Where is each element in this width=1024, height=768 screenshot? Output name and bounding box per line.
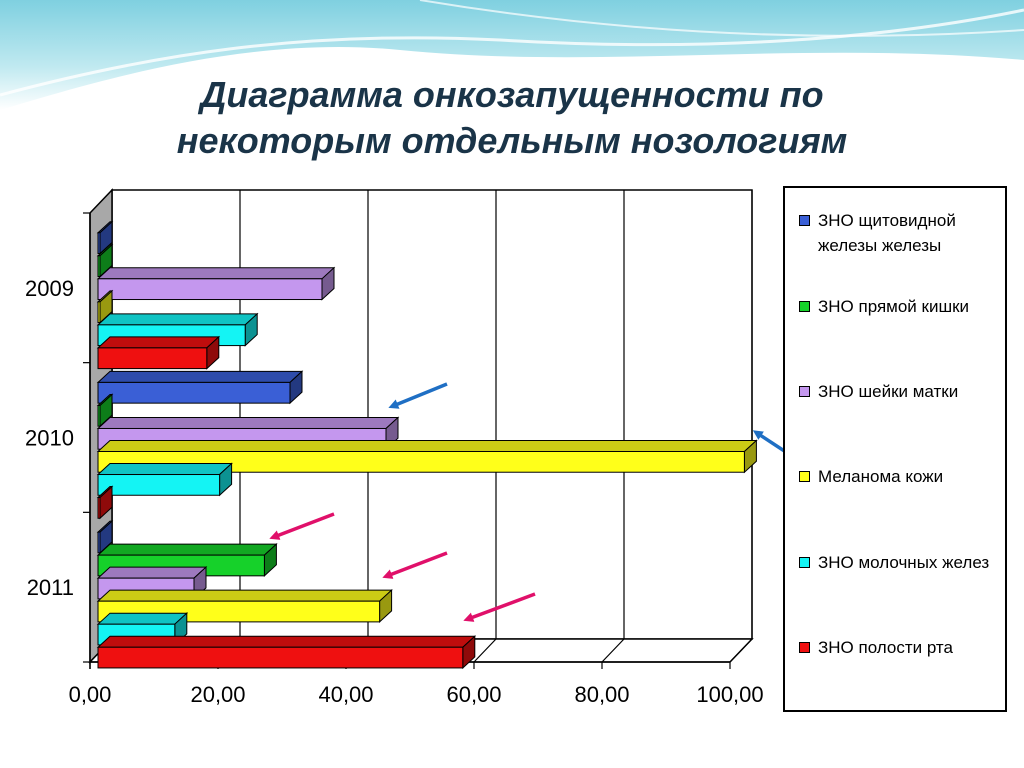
bar bbox=[97, 646, 464, 669]
legend-label: ЗНО щитовидной железы железы bbox=[818, 211, 956, 255]
legend-item: ЗНО молочных желез bbox=[797, 550, 997, 575]
legend-item: ЗНО шейки матки bbox=[797, 379, 997, 404]
bar-top-face bbox=[96, 612, 189, 625]
legend-label: Меланома кожи bbox=[818, 467, 944, 486]
floor-gridline bbox=[729, 638, 753, 663]
x-tick-label: 100,00 bbox=[696, 682, 763, 707]
y-category-label: 2010 bbox=[25, 426, 74, 451]
legend-swatch bbox=[799, 301, 810, 312]
y-category-label: 2011 bbox=[27, 575, 74, 600]
x-tick-label: 80,00 bbox=[574, 682, 629, 707]
bar bbox=[97, 278, 323, 301]
legend-item: ЗНО полости рта bbox=[797, 635, 997, 660]
legend-item: ЗНО прямой кишки bbox=[797, 294, 997, 319]
legend-swatch bbox=[799, 215, 810, 226]
legend-swatch bbox=[799, 471, 810, 482]
bar-top-face bbox=[96, 589, 393, 602]
legend-swatch bbox=[799, 642, 810, 653]
bar bbox=[97, 255, 101, 278]
legend-swatch bbox=[799, 386, 810, 397]
bar-top-face bbox=[96, 543, 278, 556]
annotation-arrow bbox=[382, 551, 448, 579]
x-tick-label: 0,00 bbox=[69, 682, 112, 707]
legend-label: ЗНО молочных желез bbox=[818, 553, 990, 572]
bar-top-face bbox=[96, 635, 477, 648]
header-wave-line bbox=[0, 8, 1024, 97]
title-line-1: Диаграмма онкозапущенности по bbox=[200, 74, 824, 115]
annotation-arrow bbox=[388, 382, 448, 409]
legend-item: ЗНО щитовидной железы железы bbox=[797, 208, 997, 258]
x-tick-label: 20,00 bbox=[190, 682, 245, 707]
legend-swatch bbox=[799, 557, 810, 568]
bar-top-face bbox=[96, 336, 221, 349]
floor-gridline bbox=[473, 638, 497, 663]
y-category-label: 2009 bbox=[25, 276, 74, 301]
x-tick-label: 60,00 bbox=[446, 682, 501, 707]
bar-top-face bbox=[96, 370, 304, 383]
bar-top-face bbox=[96, 566, 208, 579]
title-line-2: некоторым отдельным нозологиям bbox=[176, 120, 848, 161]
bar-top-face bbox=[96, 463, 233, 476]
bar bbox=[97, 497, 101, 519]
header-wave-line-2 bbox=[419, 0, 1024, 37]
chart-legend: ЗНО щитовидной железы железы ЗНО прямой … bbox=[783, 186, 1007, 712]
bar-top-face bbox=[96, 313, 259, 326]
legend-label: ЗНО полости рта bbox=[818, 638, 953, 657]
bar bbox=[97, 381, 291, 404]
bar-top-face bbox=[96, 440, 758, 452]
legend-label: ЗНО шейки матки bbox=[818, 382, 959, 401]
bar bbox=[97, 474, 221, 496]
header-wave bbox=[0, 0, 1024, 110]
bar bbox=[97, 301, 101, 324]
annotation-arrow bbox=[269, 512, 335, 540]
bar bbox=[97, 531, 101, 554]
bar bbox=[97, 232, 101, 254]
legend-label: ЗНО прямой кишки bbox=[818, 297, 970, 316]
chart-title: Диаграмма онкозапущенности по некоторым … bbox=[0, 72, 1024, 164]
x-tick-label: 40,00 bbox=[318, 682, 373, 707]
bar bbox=[97, 451, 745, 473]
annotation-arrow bbox=[463, 592, 536, 622]
bar-top-face bbox=[96, 267, 336, 280]
bar bbox=[97, 347, 208, 370]
floor-gridline bbox=[601, 638, 625, 663]
bar bbox=[97, 404, 101, 427]
bar-top-face bbox=[96, 416, 400, 429]
legend-item: Меланома кожи bbox=[797, 464, 997, 489]
